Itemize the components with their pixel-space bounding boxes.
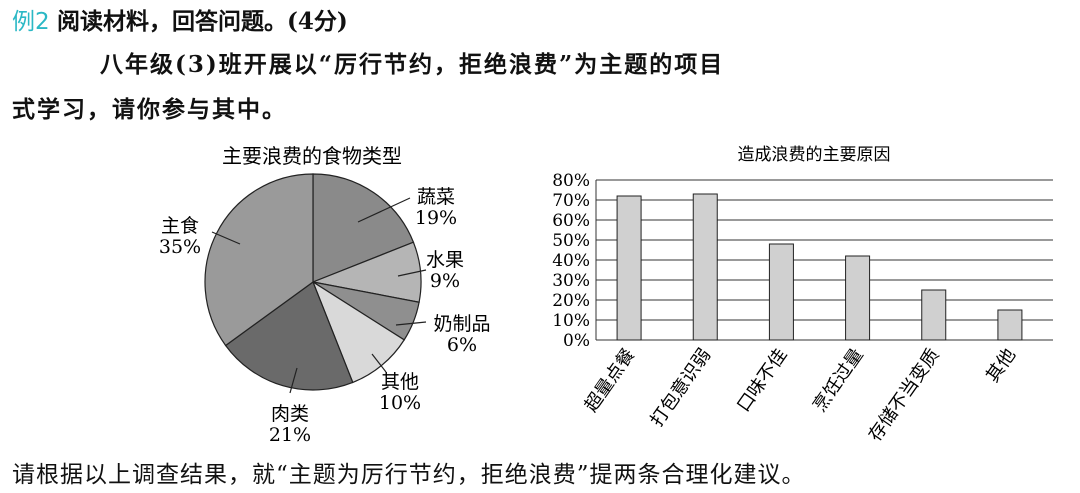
intro-line-2: 式学习，请你参与其中。 — [12, 96, 287, 123]
bar-4 — [921, 289, 947, 341]
pie-leader-line — [211, 231, 241, 245]
y-tick-label: 10% — [552, 311, 590, 331]
bar-3 — [845, 255, 871, 341]
y-tick-label: 40% — [552, 251, 590, 271]
y-tick-label: 50% — [552, 231, 590, 251]
x-category-label: 口味不佳 — [733, 345, 791, 416]
pie-slice-label: 水果 — [426, 249, 464, 271]
pie-slice-0 — [312, 173, 415, 283]
x-category-label: 其他 — [982, 345, 1020, 387]
intro-line-1: 八年级(3)班开展以“厉行节约，拒绝浪费”为主题的项目 — [100, 51, 725, 78]
y-tick-label: 0% — [563, 331, 590, 351]
pie-leader-line — [357, 197, 411, 223]
pie-leader-line — [289, 367, 298, 394]
y-tick-label: 60% — [552, 211, 590, 231]
question-prompt: 请根据以上调查结果，就“主题为厉行节约，拒绝浪费”提两条合理化建议。 — [12, 462, 806, 488]
example-label: 例2 — [12, 9, 50, 35]
bar-2 — [768, 243, 794, 341]
pie-slice-value: 6% — [447, 334, 477, 356]
pie-chart-title: 主要浪费的食物类型 — [222, 144, 402, 168]
pie-slice-5 — [204, 173, 314, 347]
pie-slice-label: 蔬菜 — [417, 186, 455, 208]
question-header: 例2 阅读材料，回答问题。(4分) — [12, 2, 348, 36]
pie-slice-label: 肉类 — [271, 403, 309, 425]
pie-slice-value: 19% — [415, 207, 457, 229]
x-category-label: 超量点餐 — [581, 345, 639, 416]
pie-leader-line — [397, 269, 427, 277]
x-category-label: 烹饪过量 — [809, 345, 867, 416]
pie-slice-value: 9% — [430, 270, 460, 292]
bar-0 — [616, 195, 642, 341]
x-category-label: 打包意识弱 — [647, 345, 716, 431]
pie-slice-value: 35% — [159, 236, 201, 258]
pie-slice-label: 奶制品 — [433, 313, 490, 335]
pie-slice-value: 10% — [379, 392, 421, 414]
pie-slice-4 — [224, 281, 354, 391]
bar-chart-title: 造成浪费的主要原因 — [738, 145, 891, 165]
y-tick-label: 70% — [552, 191, 590, 211]
y-tick-label: 30% — [552, 271, 590, 291]
pie-slice-label: 主食 — [161, 215, 199, 237]
pie-leader-line — [371, 353, 387, 373]
y-tick-label: 20% — [552, 291, 590, 311]
pie-slice-label: 其他 — [381, 371, 419, 393]
bar-1 — [692, 193, 718, 341]
pie-slice-value: 21% — [269, 424, 311, 446]
bar-5 — [997, 309, 1023, 341]
bar-chart: 造成浪费的主要原因 0%10%20%30%40%50%60%70%80% 超量点餐… — [552, 145, 1053, 445]
x-category-label: 存储不当变质 — [865, 345, 944, 446]
pie-leader-line — [395, 321, 427, 326]
y-tick-label: 80% — [552, 171, 590, 191]
question-title: 阅读材料，回答问题。(4分) — [56, 8, 348, 35]
